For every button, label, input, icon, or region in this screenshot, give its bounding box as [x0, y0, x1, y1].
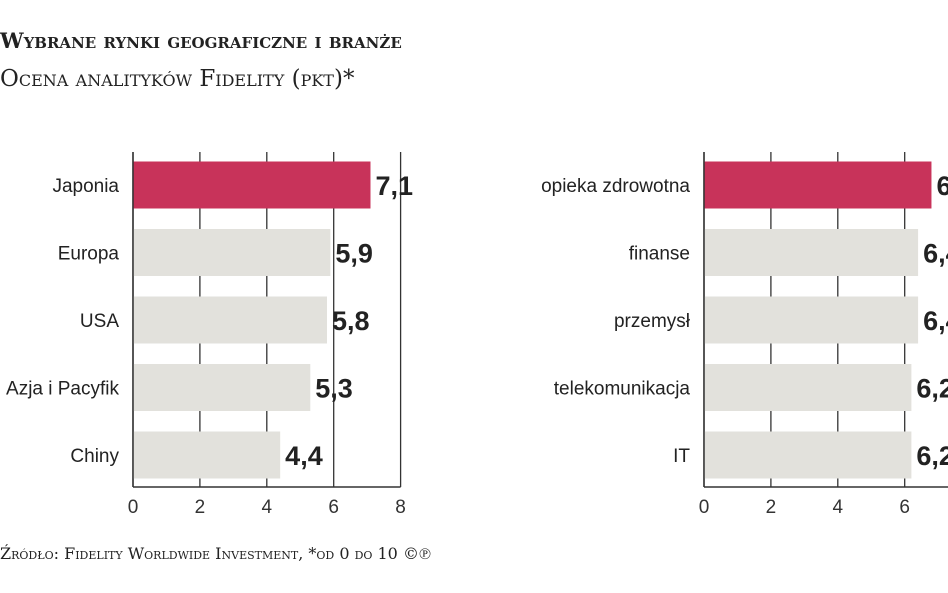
chart-subtitle: Ocena analityków Fidelity (pkt)*	[0, 66, 355, 92]
category-label: Europa	[58, 244, 120, 265]
value-label: 7,1	[375, 171, 413, 201]
category-label: finanse	[629, 244, 690, 265]
category-label: telekomunikacja	[554, 379, 691, 400]
bar	[133, 364, 311, 411]
bar	[704, 431, 912, 479]
category-label: USA	[80, 311, 119, 332]
x-tick-label: 2	[195, 497, 206, 518]
bar	[133, 296, 328, 344]
bar	[133, 229, 331, 276]
value-label: 5,3	[315, 374, 353, 404]
bar	[704, 296, 919, 344]
category-label: przemysł	[614, 311, 691, 332]
chart-title: Wybrane rynki geograficzne i branże	[0, 28, 402, 53]
bar	[704, 161, 932, 209]
category-label: Japonia	[52, 176, 119, 197]
x-tick-label: 4	[833, 497, 844, 518]
value-label: 5,8	[332, 306, 370, 336]
value-label: 6,4	[923, 239, 948, 269]
source-note: Źródło: Fidelity Worldwide Investment, *…	[0, 544, 432, 563]
x-tick-label: 0	[699, 497, 710, 518]
x-tick-label: 0	[128, 497, 139, 518]
value-label: 6,2	[916, 441, 948, 471]
value-label: 6,2	[916, 374, 948, 404]
x-tick-label: 6	[899, 497, 910, 518]
bar	[133, 161, 371, 209]
x-tick-label: 4	[262, 497, 273, 518]
x-tick-label: 2	[766, 497, 777, 518]
x-tick-label: 6	[328, 497, 339, 518]
category-label: Chiny	[70, 446, 119, 467]
x-tick-label: 8	[395, 497, 406, 518]
bar	[133, 431, 281, 479]
bar	[704, 364, 912, 411]
category-label: IT	[673, 446, 690, 467]
category-label: opieka zdrowotna	[541, 176, 690, 197]
value-label: 6,4	[923, 306, 948, 336]
bar	[704, 229, 919, 276]
value-label: 5,9	[335, 239, 373, 269]
value-label: 4,4	[285, 441, 323, 471]
category-label: Azja i Pacyfik	[6, 379, 119, 400]
value-label: 6,8	[936, 171, 948, 201]
